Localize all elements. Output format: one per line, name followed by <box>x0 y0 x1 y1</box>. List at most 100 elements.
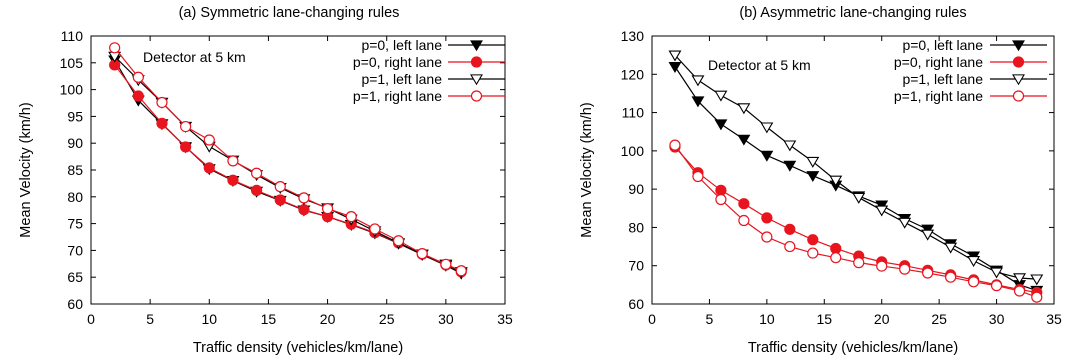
x-tick-label: 30 <box>438 311 454 327</box>
y-tick-label: 90 <box>67 135 83 151</box>
y-axis-label: Mean Velocity (km/h) <box>579 102 595 237</box>
legend-label: p=1, right lane <box>894 88 983 104</box>
data-point <box>440 258 452 270</box>
data-point <box>806 156 820 168</box>
x-axis-label: Traffic density (vehicles/km/lane) <box>748 340 958 356</box>
x-tick-label: 30 <box>989 311 1005 327</box>
y-tick-label: 60 <box>628 296 644 312</box>
series-4 <box>669 139 1043 303</box>
x-tick-label: 15 <box>261 311 277 327</box>
data-point <box>945 271 957 283</box>
x-tick-label: 15 <box>816 311 832 327</box>
data-point <box>852 192 866 204</box>
legend-label: p=0, right lane <box>894 54 983 70</box>
chart-title: (a) Symmetric lane-changing rules <box>179 5 400 21</box>
legend-marker <box>1012 40 1025 52</box>
data-point <box>761 231 773 243</box>
legend-marker <box>470 40 483 52</box>
y-tick-label: 110 <box>622 105 645 121</box>
data-point <box>829 175 843 187</box>
y-tick-label: 85 <box>67 162 83 178</box>
x-tick-label: 25 <box>931 311 947 327</box>
data-point <box>203 162 215 174</box>
data-point <box>922 267 934 279</box>
data-point <box>251 184 263 196</box>
y-tick-label: 60 <box>67 296 83 312</box>
y-tick-label: 65 <box>67 269 83 285</box>
chart-title: (b) Asymmetric lane-changing rules <box>739 5 966 21</box>
data-point <box>1031 291 1043 303</box>
data-point <box>715 184 727 196</box>
data-point <box>806 171 820 183</box>
data-point <box>691 75 705 87</box>
data-point <box>203 134 215 146</box>
legend-marker <box>470 90 483 102</box>
data-point <box>784 223 796 235</box>
data-point <box>714 90 728 102</box>
data-point <box>345 211 357 223</box>
data-point <box>1013 273 1027 285</box>
data-point <box>251 167 263 179</box>
data-point <box>1013 285 1026 297</box>
legend-marker <box>470 56 483 68</box>
data-point <box>830 242 842 255</box>
data-point <box>274 194 286 206</box>
data-point <box>898 217 912 229</box>
data-point <box>760 122 774 134</box>
x-tick-label: 0 <box>87 311 95 327</box>
data-point <box>132 71 144 83</box>
data-point <box>715 193 727 206</box>
data-point <box>1030 274 1044 286</box>
data-point <box>761 212 773 224</box>
chart-asymmetric: (b) Asymmetric lane-changing rules 0 5 10 15… <box>579 5 1062 356</box>
data-point <box>944 242 958 254</box>
legend-marker <box>1012 90 1025 102</box>
data-point <box>455 265 467 277</box>
data-point <box>416 248 428 260</box>
x-tick-label: 10 <box>201 311 217 327</box>
data-point <box>853 257 865 269</box>
y-tick-label: 100 <box>621 143 645 159</box>
data-point <box>321 202 334 215</box>
y-tick-label: 105 <box>60 55 84 71</box>
data-point <box>132 90 144 102</box>
data-point <box>967 256 981 268</box>
series-2 <box>669 141 1043 299</box>
data-point <box>668 50 682 62</box>
series-line <box>674 144 1037 298</box>
data-point <box>714 119 728 131</box>
data-point <box>737 134 751 146</box>
x-tick-label: 25 <box>379 311 395 327</box>
y-tick-label: 70 <box>67 242 83 258</box>
y-axis-label: Mean Velocity (km/h) <box>18 102 34 237</box>
data-point <box>876 260 888 272</box>
data-point <box>392 235 405 247</box>
series-3 <box>668 50 1044 286</box>
data-point <box>227 155 239 167</box>
y-tick-label: 130 <box>621 28 645 44</box>
y-tick-label: 110 <box>61 28 84 44</box>
legend-label: p=0, left lane <box>902 37 983 53</box>
x-tick-label: 35 <box>1046 311 1062 327</box>
data-point <box>738 214 750 227</box>
data-point <box>369 223 381 235</box>
data-point <box>691 96 705 108</box>
plot-frame <box>651 35 1055 305</box>
x-tick-label: 20 <box>320 311 336 327</box>
data-point <box>875 205 889 217</box>
series-line <box>674 146 1037 294</box>
data-point <box>668 61 682 73</box>
y-tick-label: 90 <box>628 181 644 197</box>
data-point <box>990 267 1004 279</box>
data-point <box>180 141 192 153</box>
data-point <box>783 160 797 172</box>
data-point <box>967 276 980 288</box>
data-point <box>156 96 168 109</box>
x-tick-label: 35 <box>497 311 513 327</box>
legend-label: p=1, left lane <box>902 71 983 87</box>
legend-marker <box>1012 56 1025 68</box>
x-tick-label: 5 <box>146 311 154 327</box>
data-point <box>783 140 797 152</box>
data-point <box>274 181 286 193</box>
data-point <box>227 174 239 186</box>
